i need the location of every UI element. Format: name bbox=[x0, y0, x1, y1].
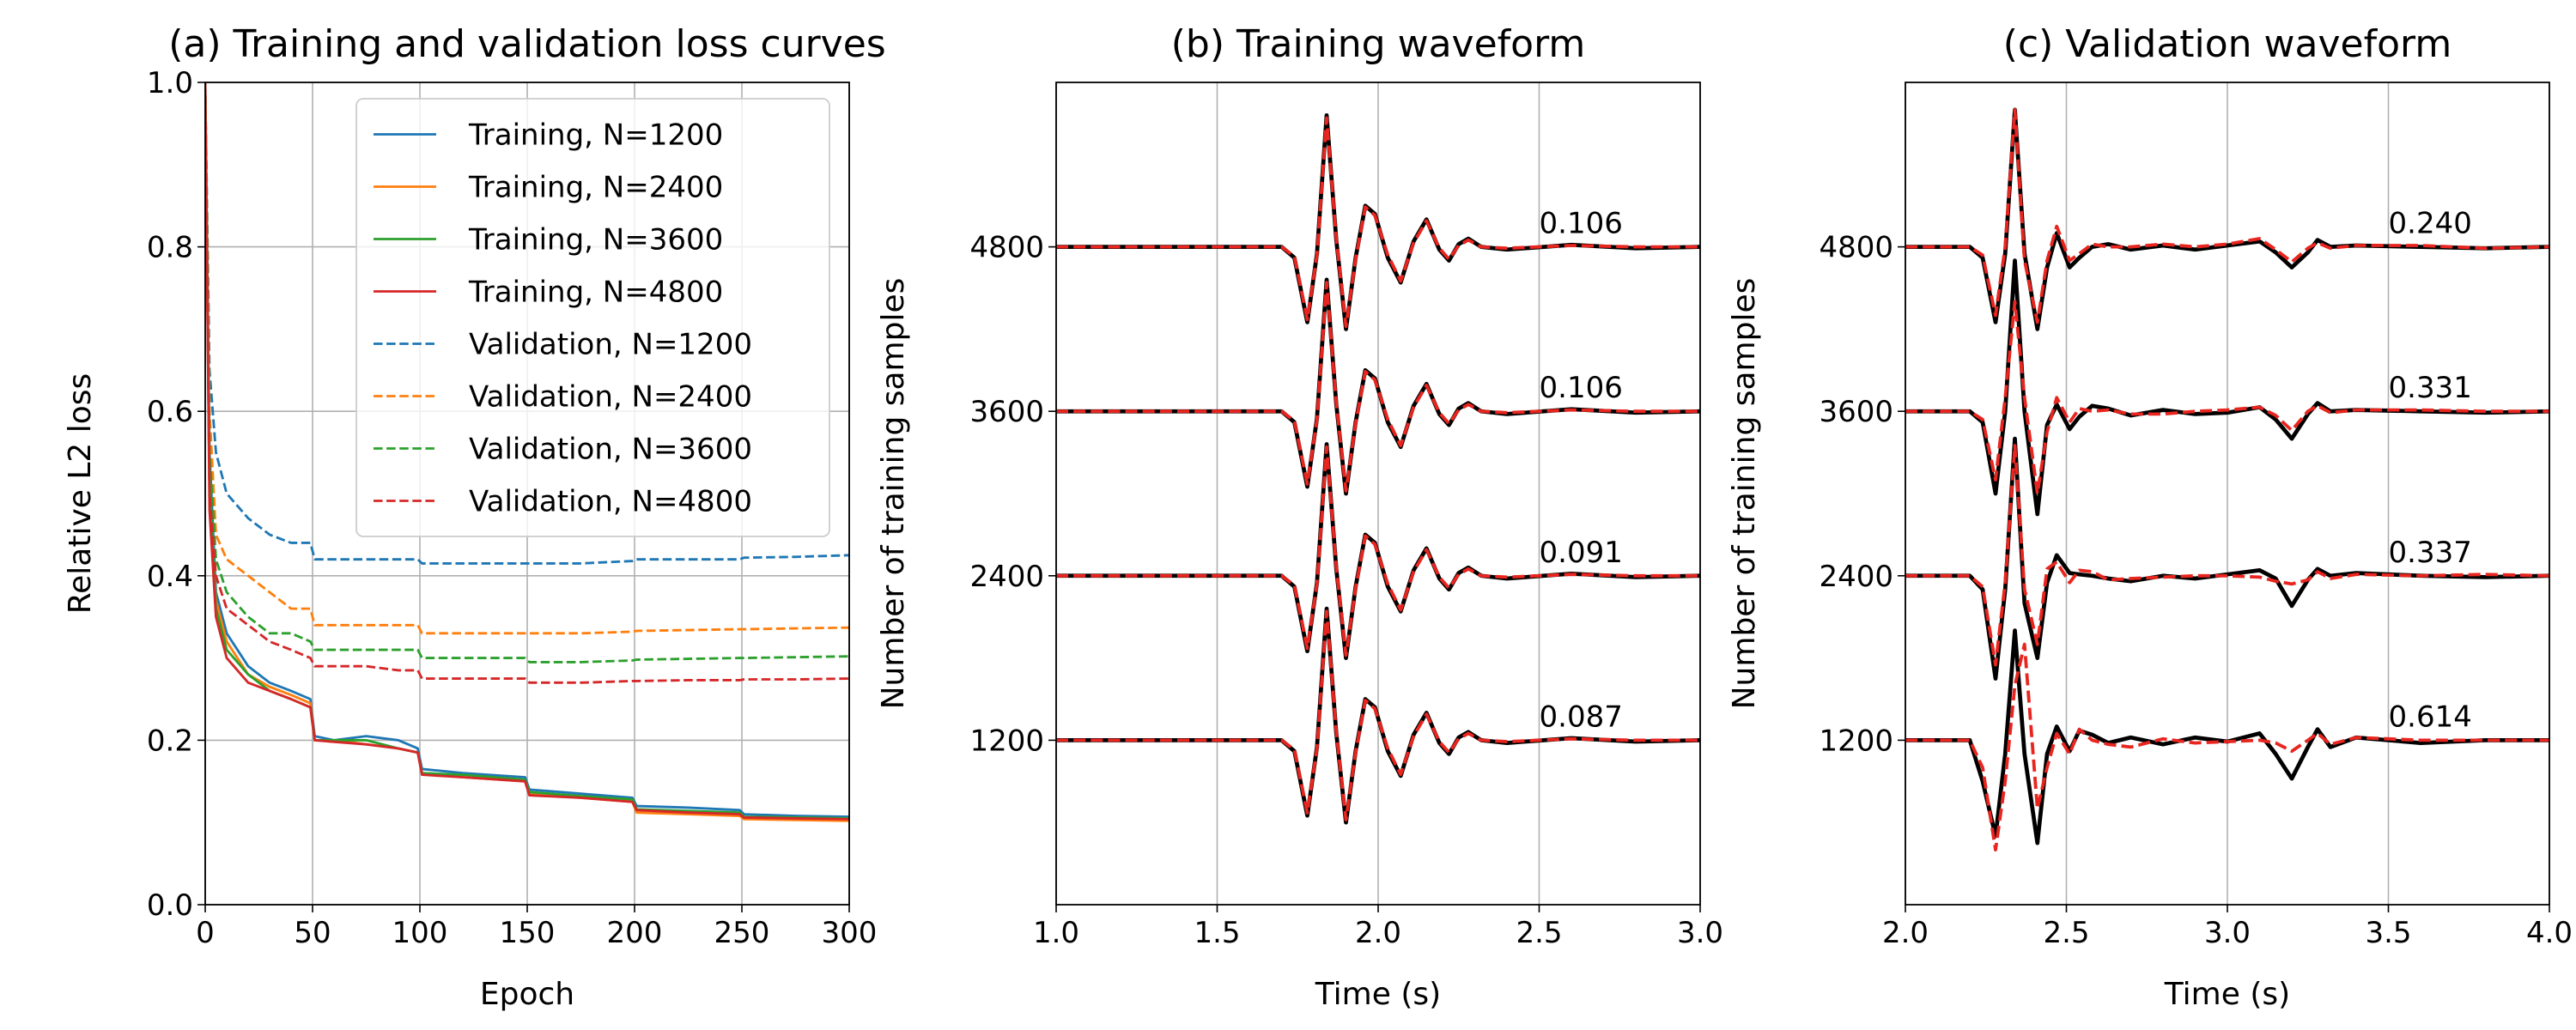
panel: 0 50 100 150 200 250 300 0.0 0.2 0.4 0.6 0.8 1.0(a) … bbox=[63, 22, 886, 1012]
series-line bbox=[1056, 116, 1700, 329]
y-tick-label: 0.0 bbox=[147, 888, 193, 923]
legend-label: Validation, N=3600 bbox=[469, 433, 752, 467]
x-tick-label: 3.0 bbox=[2204, 916, 2251, 950]
y-tick-label: 2400 bbox=[1819, 560, 1893, 594]
y-tick-label: 3600 bbox=[969, 395, 1044, 429]
series-line bbox=[1905, 108, 2549, 324]
series-line bbox=[205, 82, 849, 684]
trace-label: 0.614 bbox=[2389, 700, 2472, 734]
legend-label: Training, N=3600 bbox=[468, 223, 723, 258]
x-tick-label: 2.5 bbox=[2043, 916, 2089, 950]
series-line bbox=[1056, 609, 1700, 821]
y-tick-label: 0.2 bbox=[147, 724, 193, 758]
x-tick-label: 0 bbox=[196, 916, 215, 950]
legend-label: Validation, N=1200 bbox=[469, 328, 752, 362]
axes-frame bbox=[204, 82, 850, 906]
legend-label: Training, N=4800 bbox=[468, 276, 723, 310]
x-tick-label: 50 bbox=[294, 916, 331, 950]
panel-title: (b) Training waveform bbox=[1171, 22, 1586, 66]
legend-box bbox=[355, 98, 830, 537]
y-axis-label: Number of training samples bbox=[876, 278, 911, 710]
panel: 2.0 2.5 3.0 3.5 4.0 1200 2400 3600 4800 0.614 0.33… bbox=[1727, 22, 2573, 1012]
trace-label: 0.331 bbox=[2389, 371, 2472, 405]
panel: 1.0 1.5 2.0 2.5 3.0 1200 2400 3600 4800 0.087 0.09… bbox=[876, 22, 1723, 1012]
series-line bbox=[205, 82, 849, 818]
trace-label: 0.087 bbox=[1540, 700, 1623, 734]
series-line bbox=[205, 82, 849, 565]
x-tick-label: 2.0 bbox=[1355, 916, 1401, 950]
trace-label: 0.337 bbox=[2389, 536, 2472, 570]
x-axis-label: Time (s) bbox=[2164, 977, 2290, 1012]
y-axis-label: Number of training samples bbox=[1727, 278, 1762, 710]
y-tick-label: 2400 bbox=[969, 560, 1044, 594]
x-axis-label: Time (s) bbox=[1315, 977, 1441, 1012]
panel-title: (a) Training and validation loss curves bbox=[168, 22, 885, 66]
x-tick-label: 250 bbox=[714, 916, 770, 950]
trace-label: 0.106 bbox=[1540, 371, 1623, 405]
y-tick-label: 4800 bbox=[1819, 231, 1893, 265]
series-line bbox=[1905, 444, 2549, 667]
legend-label: Validation, N=4800 bbox=[469, 485, 752, 519]
x-tick-label: 2.5 bbox=[1516, 916, 1562, 950]
series-line bbox=[205, 82, 849, 663]
y-tick-label: 0.6 bbox=[147, 395, 193, 429]
series-line bbox=[205, 82, 849, 635]
x-tick-label: 4.0 bbox=[2526, 916, 2573, 950]
y-tick-label: 0.8 bbox=[147, 231, 193, 265]
axes-frame bbox=[1055, 82, 1701, 906]
series-line bbox=[205, 82, 849, 821]
y-tick-label: 0.4 bbox=[147, 560, 193, 594]
series-line bbox=[1056, 445, 1700, 657]
y-tick-label: 1200 bbox=[1819, 724, 1893, 758]
x-tick-label: 2.0 bbox=[1882, 916, 1929, 950]
x-tick-label: 150 bbox=[500, 916, 556, 950]
trace-label: 0.091 bbox=[1540, 536, 1623, 570]
trace-label: 0.106 bbox=[1540, 207, 1623, 241]
trace-label: 0.240 bbox=[2389, 207, 2472, 241]
x-axis-label: Epoch bbox=[480, 977, 574, 1012]
series-line bbox=[1056, 281, 1700, 493]
legend-label: Validation, N=2400 bbox=[469, 380, 752, 415]
y-tick-label: 1.0 bbox=[147, 66, 193, 100]
x-tick-label: 200 bbox=[607, 916, 663, 950]
y-tick-label: 1200 bbox=[969, 724, 1044, 758]
legend-label: Training, N=2400 bbox=[468, 171, 723, 205]
legend-label: Training, N=1200 bbox=[468, 118, 723, 153]
y-tick-label: 3600 bbox=[1819, 395, 1893, 429]
y-tick-label: 4800 bbox=[969, 231, 1044, 265]
series-line bbox=[1905, 642, 2549, 852]
x-tick-label: 1.5 bbox=[1194, 916, 1240, 950]
panel-title: (c) Validation waveform bbox=[2003, 22, 2451, 66]
x-tick-label: 3.0 bbox=[1677, 916, 1723, 950]
series-line bbox=[1905, 300, 2549, 495]
axes-frame bbox=[1905, 82, 2550, 906]
y-axis-label: Relative L2 loss bbox=[63, 373, 98, 615]
x-tick-label: 3.5 bbox=[2365, 916, 2411, 950]
x-tick-label: 300 bbox=[822, 916, 878, 950]
x-tick-label: 1.0 bbox=[1033, 916, 1079, 950]
x-tick-label: 100 bbox=[392, 916, 448, 950]
